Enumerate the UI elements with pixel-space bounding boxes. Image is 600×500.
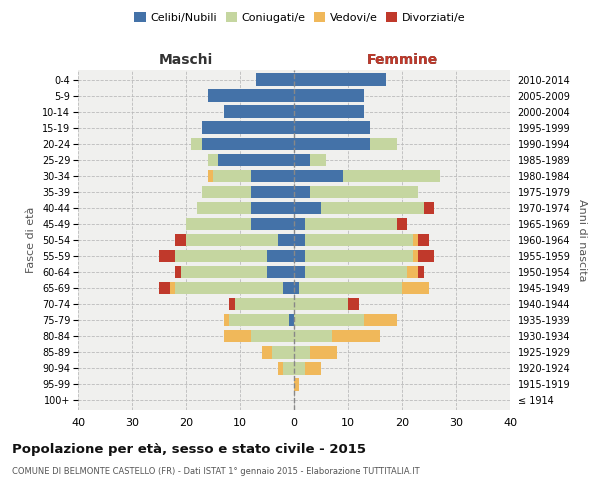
Bar (251, 170, 294, 182)
Bar (218, 154, 294, 166)
Bar (402, 282, 429, 294)
Text: Popolazione per età, sesso e stato civile - 2015: Popolazione per età, sesso e stato civil… (12, 442, 366, 456)
Bar (267, 266, 294, 278)
Bar (251, 330, 294, 342)
Bar (213, 170, 251, 182)
Bar (294, 314, 364, 326)
Bar (294, 362, 305, 374)
Text: Femmine: Femmine (367, 52, 437, 66)
Text: Femmine: Femmine (367, 52, 437, 66)
Bar (294, 218, 305, 230)
Bar (283, 362, 294, 374)
Bar (197, 202, 251, 214)
Bar (256, 74, 294, 86)
Bar (208, 90, 294, 102)
Bar (413, 250, 418, 262)
Bar (294, 330, 332, 342)
Bar (251, 218, 294, 230)
Bar (278, 234, 294, 246)
Bar (321, 202, 424, 214)
Bar (159, 250, 175, 262)
Text: Maschi: Maschi (159, 52, 213, 66)
Bar (186, 234, 278, 246)
Bar (202, 186, 251, 198)
Bar (175, 266, 181, 278)
Bar (294, 154, 310, 166)
Bar (299, 282, 402, 294)
Bar (159, 282, 170, 294)
Bar (283, 282, 294, 294)
Bar (294, 266, 305, 278)
Bar (305, 362, 321, 374)
Bar (289, 314, 294, 326)
Bar (418, 250, 434, 262)
Bar (294, 122, 370, 134)
Bar (294, 170, 343, 182)
Bar (202, 138, 294, 150)
Bar (413, 234, 418, 246)
Bar (343, 170, 440, 182)
Bar (202, 122, 294, 134)
Bar (294, 90, 364, 102)
Bar (208, 154, 218, 166)
Bar (294, 234, 305, 246)
Bar (310, 346, 337, 358)
Bar (418, 266, 424, 278)
Bar (294, 106, 364, 118)
Bar (224, 106, 294, 118)
Bar (251, 186, 294, 198)
Bar (229, 314, 289, 326)
Bar (305, 250, 413, 262)
Bar (397, 218, 407, 230)
Bar (267, 250, 294, 262)
Bar (181, 266, 267, 278)
Bar (310, 186, 418, 198)
Bar (418, 234, 429, 246)
Bar (364, 314, 397, 326)
Bar (294, 74, 386, 86)
Bar (305, 266, 407, 278)
Bar (294, 378, 299, 390)
Bar (305, 218, 397, 230)
Bar (294, 250, 305, 262)
Bar (262, 346, 272, 358)
Bar (305, 234, 413, 246)
Bar (370, 138, 397, 150)
Bar (191, 138, 202, 150)
Bar (294, 298, 348, 310)
Bar (224, 314, 229, 326)
Bar (208, 170, 213, 182)
Bar (170, 282, 175, 294)
Bar (278, 362, 283, 374)
Bar (175, 282, 283, 294)
Bar (407, 266, 418, 278)
Bar (229, 298, 235, 310)
Bar (424, 202, 434, 214)
Bar (294, 346, 310, 358)
Bar (294, 138, 370, 150)
Y-axis label: Fasce di età: Fasce di età (26, 207, 37, 273)
Bar (310, 154, 326, 166)
Text: COMUNE DI BELMONTE CASTELLO (FR) - Dati ISTAT 1° gennaio 2015 - Elaborazione TUT: COMUNE DI BELMONTE CASTELLO (FR) - Dati … (12, 468, 419, 476)
Bar (294, 202, 321, 214)
Bar (348, 298, 359, 310)
Bar (251, 202, 294, 214)
Bar (272, 346, 294, 358)
Bar (224, 330, 251, 342)
Bar (175, 250, 267, 262)
Bar (235, 298, 294, 310)
Bar (294, 186, 310, 198)
Bar (186, 218, 251, 230)
Bar (175, 234, 186, 246)
Bar (332, 330, 380, 342)
Y-axis label: Anni di nascita: Anni di nascita (577, 198, 587, 281)
Legend: Celibi/Nubili, Coniugati/e, Vedovi/e, Divorziati/e: Celibi/Nubili, Coniugati/e, Vedovi/e, Di… (130, 8, 470, 28)
Bar (294, 282, 299, 294)
